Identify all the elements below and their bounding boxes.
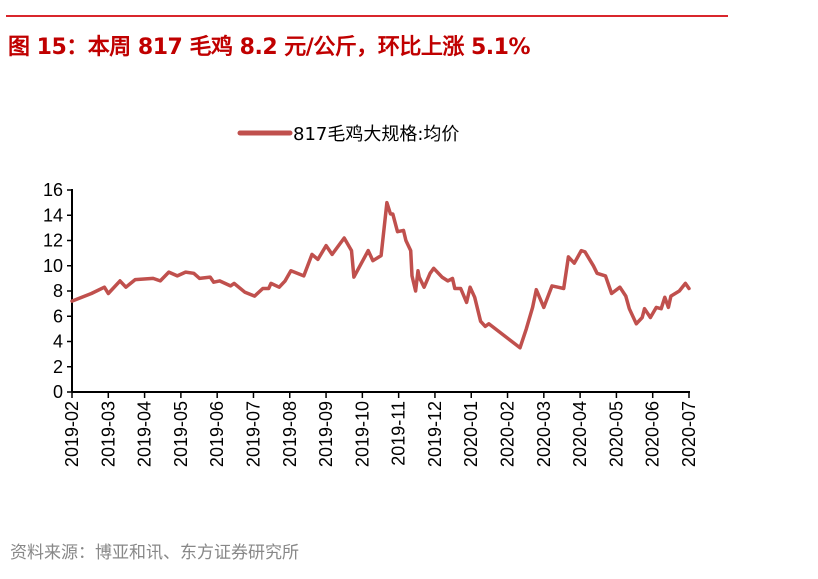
legend-label: 817毛鸡大规格:均价 (293, 124, 459, 145)
x-tick-label: 2020-06 (643, 401, 663, 467)
x-tick-label: 2020-02 (498, 401, 518, 467)
source-note: 资料来源：博亚和讯、东方证券研究所 (10, 543, 299, 563)
x-tick-label: 2020-07 (679, 401, 699, 467)
y-tick-label: 14 (43, 205, 63, 225)
x-tick-label: 2019-12 (425, 401, 445, 467)
x-tick-label: 2020-04 (570, 401, 590, 467)
y-tick-label: 16 (43, 180, 63, 200)
x-tick-label: 2019-02 (62, 401, 82, 467)
x-tick-label: 2019-11 (389, 401, 409, 466)
x-tick-label: 2020-03 (534, 401, 554, 467)
x-tick-label: 2019-06 (207, 401, 227, 467)
y-tick-label: 12 (43, 231, 63, 251)
series-line (70, 200, 691, 350)
axes: 0 2 4 6 8 10 12 14 16 2019-02 2019-03 2019-04 2019-0… (43, 180, 699, 467)
x-tick-label: 2019-08 (280, 401, 300, 467)
x-tick-label: 2019-04 (135, 401, 155, 467)
y-tick-label: 4 (53, 332, 63, 352)
y-tick-label: 0 (53, 382, 63, 402)
x-tick-label: 2020-05 (606, 401, 626, 467)
y-tick-label: 10 (43, 256, 63, 276)
x-tick-label: 2019-07 (243, 401, 263, 467)
x-tick-label: 2019-10 (352, 401, 372, 467)
series-group (70, 200, 691, 350)
x-tick-label: 2019-09 (316, 401, 336, 467)
figure-title: 图 15：本周 817 毛鸡 8.2 元/公斤，环比上涨 5.1% (8, 35, 531, 60)
y-tick-label: 8 (53, 281, 63, 301)
x-tick-label: 2020-01 (461, 401, 481, 467)
title-rule (6, 15, 728, 17)
y-tick-label: 2 (53, 357, 63, 377)
x-tick-label: 2019-05 (171, 401, 191, 467)
legend: 817毛鸡大规格:均价 (237, 124, 459, 145)
y-tick-label: 6 (53, 306, 63, 326)
x-tick-label: 2019-03 (98, 401, 118, 467)
